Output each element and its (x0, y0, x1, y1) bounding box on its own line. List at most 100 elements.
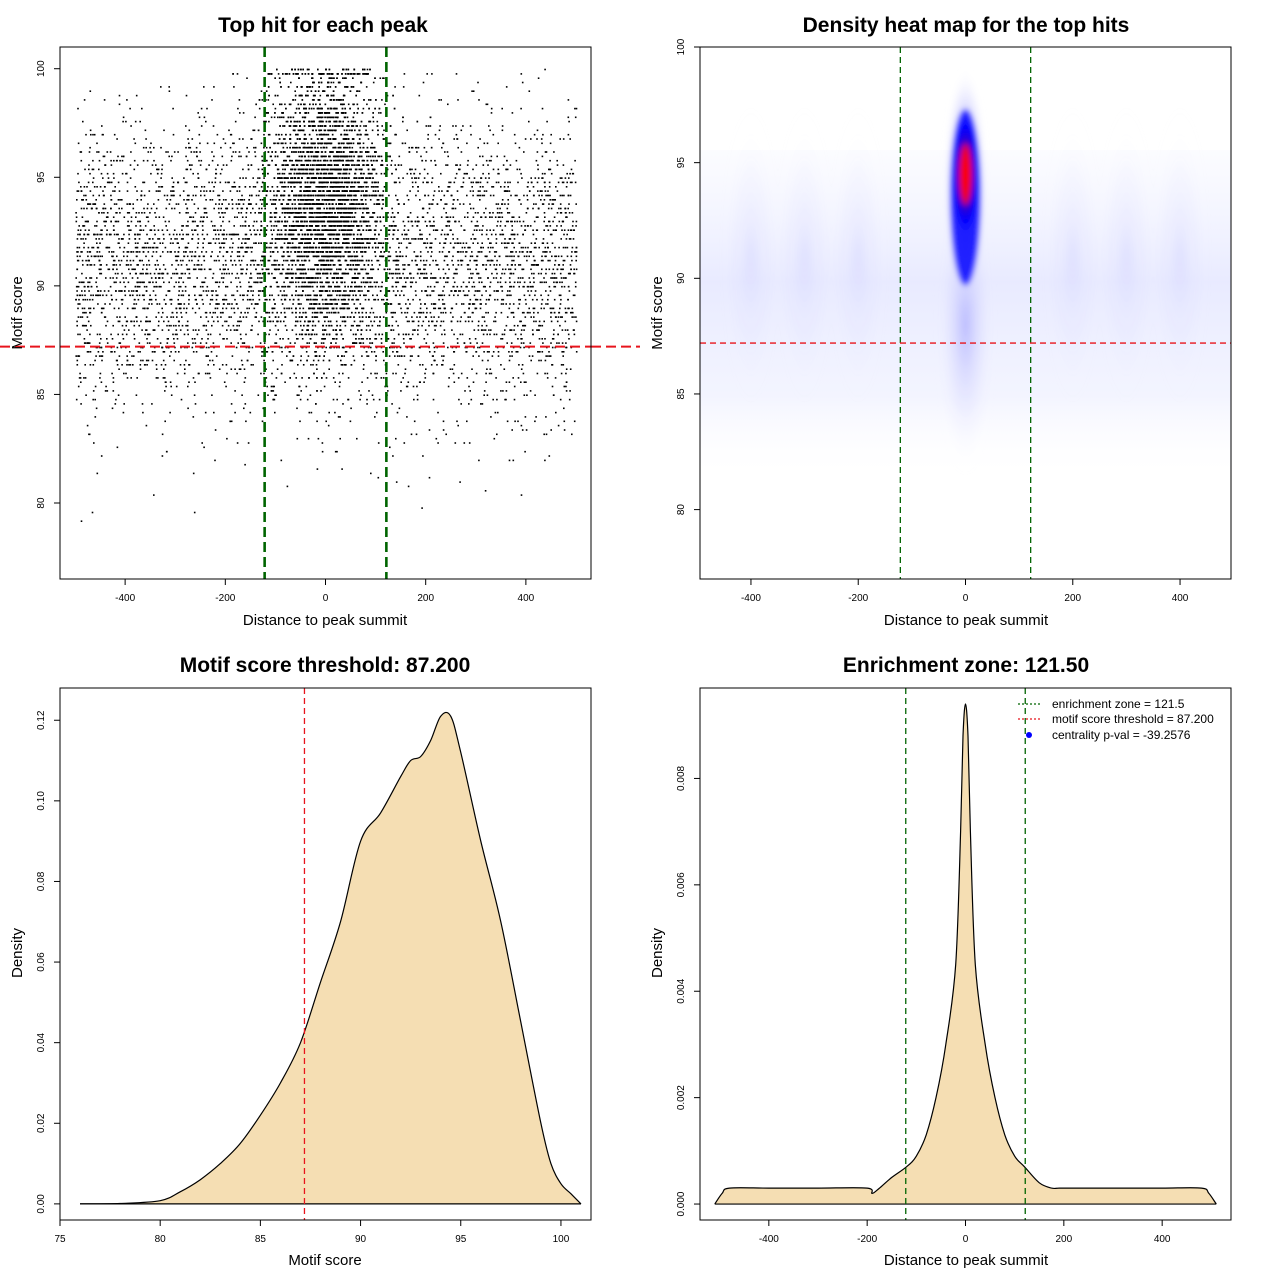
scatter-point (257, 194, 260, 197)
scatter-point (87, 220, 89, 223)
scatter-point (79, 372, 81, 375)
scatter-point (369, 329, 371, 331)
scatter-point (175, 268, 177, 271)
scatter-point (247, 290, 249, 292)
scatter-point (520, 73, 523, 75)
scatter-point (151, 351, 154, 353)
scatter-point (377, 259, 380, 262)
scatter-point (340, 307, 342, 310)
scatter-point (82, 264, 84, 266)
scatter-point (404, 142, 407, 145)
scatter-point (530, 138, 532, 140)
scatter-point (117, 155, 119, 158)
scatter-point (86, 329, 88, 331)
scatter-point (181, 225, 183, 227)
scatter-point (544, 251, 546, 253)
scatter-point (75, 220, 78, 223)
scatter-point (440, 311, 442, 314)
scatter-point (298, 385, 301, 388)
scatter-point (221, 203, 223, 205)
scatter-point (121, 290, 123, 292)
scatter-point (134, 298, 136, 301)
scatter-point (224, 320, 226, 323)
scatter-point (217, 194, 219, 197)
scatter-point (282, 338, 284, 340)
scatter-point (185, 324, 187, 327)
scatter-point (196, 303, 198, 305)
scatter-point (456, 242, 458, 244)
scatter-point (423, 277, 425, 279)
scatter-point (450, 290, 453, 292)
scatter-point (98, 342, 101, 344)
scatter-point (118, 342, 121, 344)
scatter-point (513, 233, 515, 236)
scatter-point (297, 294, 299, 297)
scatter-point (366, 377, 369, 379)
scatter-point (485, 268, 487, 271)
scatter-point (382, 133, 384, 136)
scatter-point (299, 311, 301, 314)
scatter-point (237, 199, 240, 201)
scatter-point (424, 220, 427, 223)
scatter-point (488, 351, 490, 353)
scatter-point (394, 86, 396, 88)
scatter-point (311, 99, 314, 101)
scatter-point (158, 320, 160, 323)
scatter-point (505, 220, 508, 223)
scatter-point (104, 303, 106, 305)
scatter-point (559, 281, 561, 284)
scatter-point (132, 207, 135, 210)
scatter-point (544, 372, 546, 375)
scatter-point (176, 311, 178, 314)
scatter-point (395, 268, 397, 271)
scatter-point (569, 368, 572, 370)
scatter-point (223, 229, 225, 231)
scatter-point (131, 277, 134, 279)
scatter-point (246, 251, 248, 253)
scatter-point (121, 303, 123, 305)
scatter-point (375, 338, 378, 340)
scatter-point (476, 255, 478, 258)
scatter-point (172, 133, 175, 136)
scatter-point (106, 390, 109, 392)
scatter-point (211, 159, 214, 162)
scatter-point (108, 268, 111, 271)
scatter-point (471, 277, 473, 279)
scatter-point (476, 342, 478, 344)
scatter-point (461, 259, 464, 262)
scatter-point (561, 181, 564, 184)
scatter-point (217, 320, 219, 323)
scatter-point (290, 259, 292, 262)
scatter-point (260, 316, 263, 318)
scatter-point (473, 303, 476, 305)
scatter-point (561, 194, 563, 197)
scatter-point (400, 311, 403, 314)
scatter-point (340, 359, 342, 362)
scatter-point (426, 238, 428, 240)
scatter-point (573, 272, 576, 275)
scatter-point (269, 255, 272, 258)
scatter-point (158, 238, 161, 240)
scatter-point (188, 381, 190, 383)
scatter-point (139, 351, 141, 353)
scatter-point (543, 212, 546, 214)
scatter-point (178, 294, 180, 297)
scatter-point (343, 103, 345, 106)
scatter-point (222, 268, 225, 271)
scatter-point (182, 233, 184, 236)
scatter-point (456, 285, 459, 288)
scatter-point (295, 272, 297, 275)
scatter-point (201, 298, 204, 301)
scatter-point (492, 398, 494, 401)
scatter-point (236, 255, 239, 258)
scatter-point (273, 268, 276, 271)
scatter-point (296, 251, 299, 253)
scatter-point (267, 133, 270, 136)
scatter-point (78, 298, 80, 301)
scatter-point (109, 303, 111, 305)
scatter-point (388, 255, 391, 258)
scatter-point (89, 190, 92, 192)
scatter-point (469, 342, 472, 344)
scatter-point (312, 290, 315, 292)
scatter-point (513, 285, 515, 288)
